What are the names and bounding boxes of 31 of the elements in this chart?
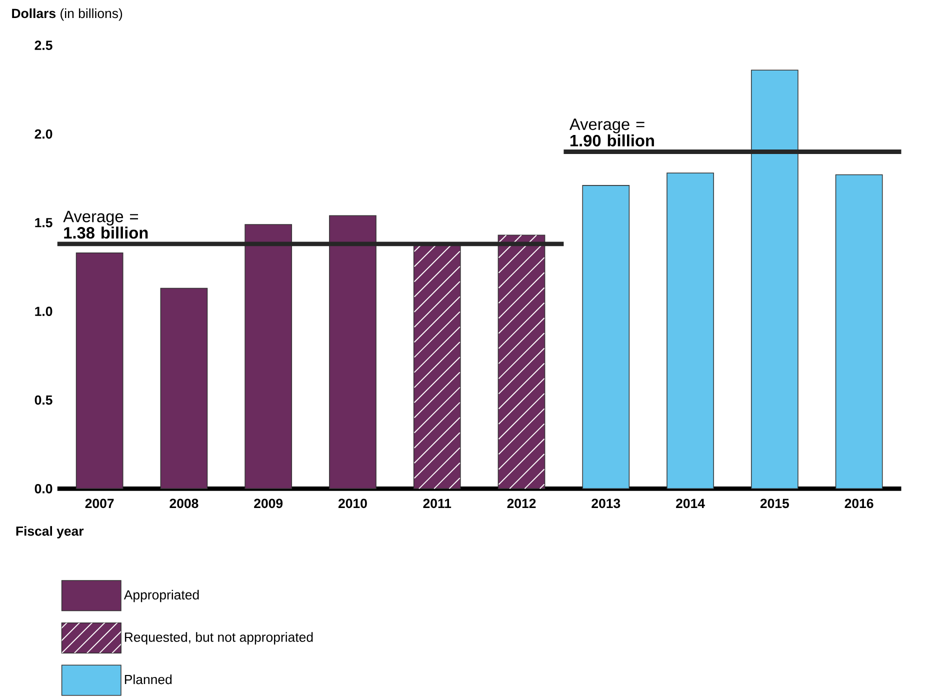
bar [244,224,292,489]
y-tick-label: 2.5 [34,40,52,50]
bar [666,172,714,489]
y-axis-title: Dollars (in billions) [12,8,122,21]
y-tick-label: 1.0 [35,306,52,316]
x-tick-label: 2011 [423,498,452,508]
bar [835,174,883,489]
x-tick-label: 2007 [85,498,114,508]
x-tick-label: 2014 [676,498,705,508]
x-tick-label: 2010 [338,498,367,508]
x-tick-label: 2013 [592,498,620,508]
ref-line-label: Average = 1.90 billion [569,118,654,146]
y-tick-label: 1.5 [35,218,52,228]
legend-label: Requested, but not appropriated [124,632,313,644]
x-tick-label: 2012 [507,498,536,508]
legend-label: Planned [124,674,172,684]
bar [329,215,376,489]
bar [76,252,124,489]
bar [160,288,208,489]
ref-line-label: Average = 1.38 billion [63,210,148,239]
bar [582,184,630,489]
x-tick-label: 2016 [844,498,874,508]
x-tick-label: 2008 [170,498,198,508]
y-tick-label: 2.0 [34,129,52,139]
y-tick-label: 0.5 [34,395,52,405]
y-tick-label: 0.0 [34,484,52,494]
bar [750,70,798,489]
x-axis-title: Fiscal year [16,526,84,538]
x-tick-label: 2015 [760,498,789,508]
x-tick-label: 2009 [254,498,283,508]
legend-label: Appropriated [124,590,199,602]
